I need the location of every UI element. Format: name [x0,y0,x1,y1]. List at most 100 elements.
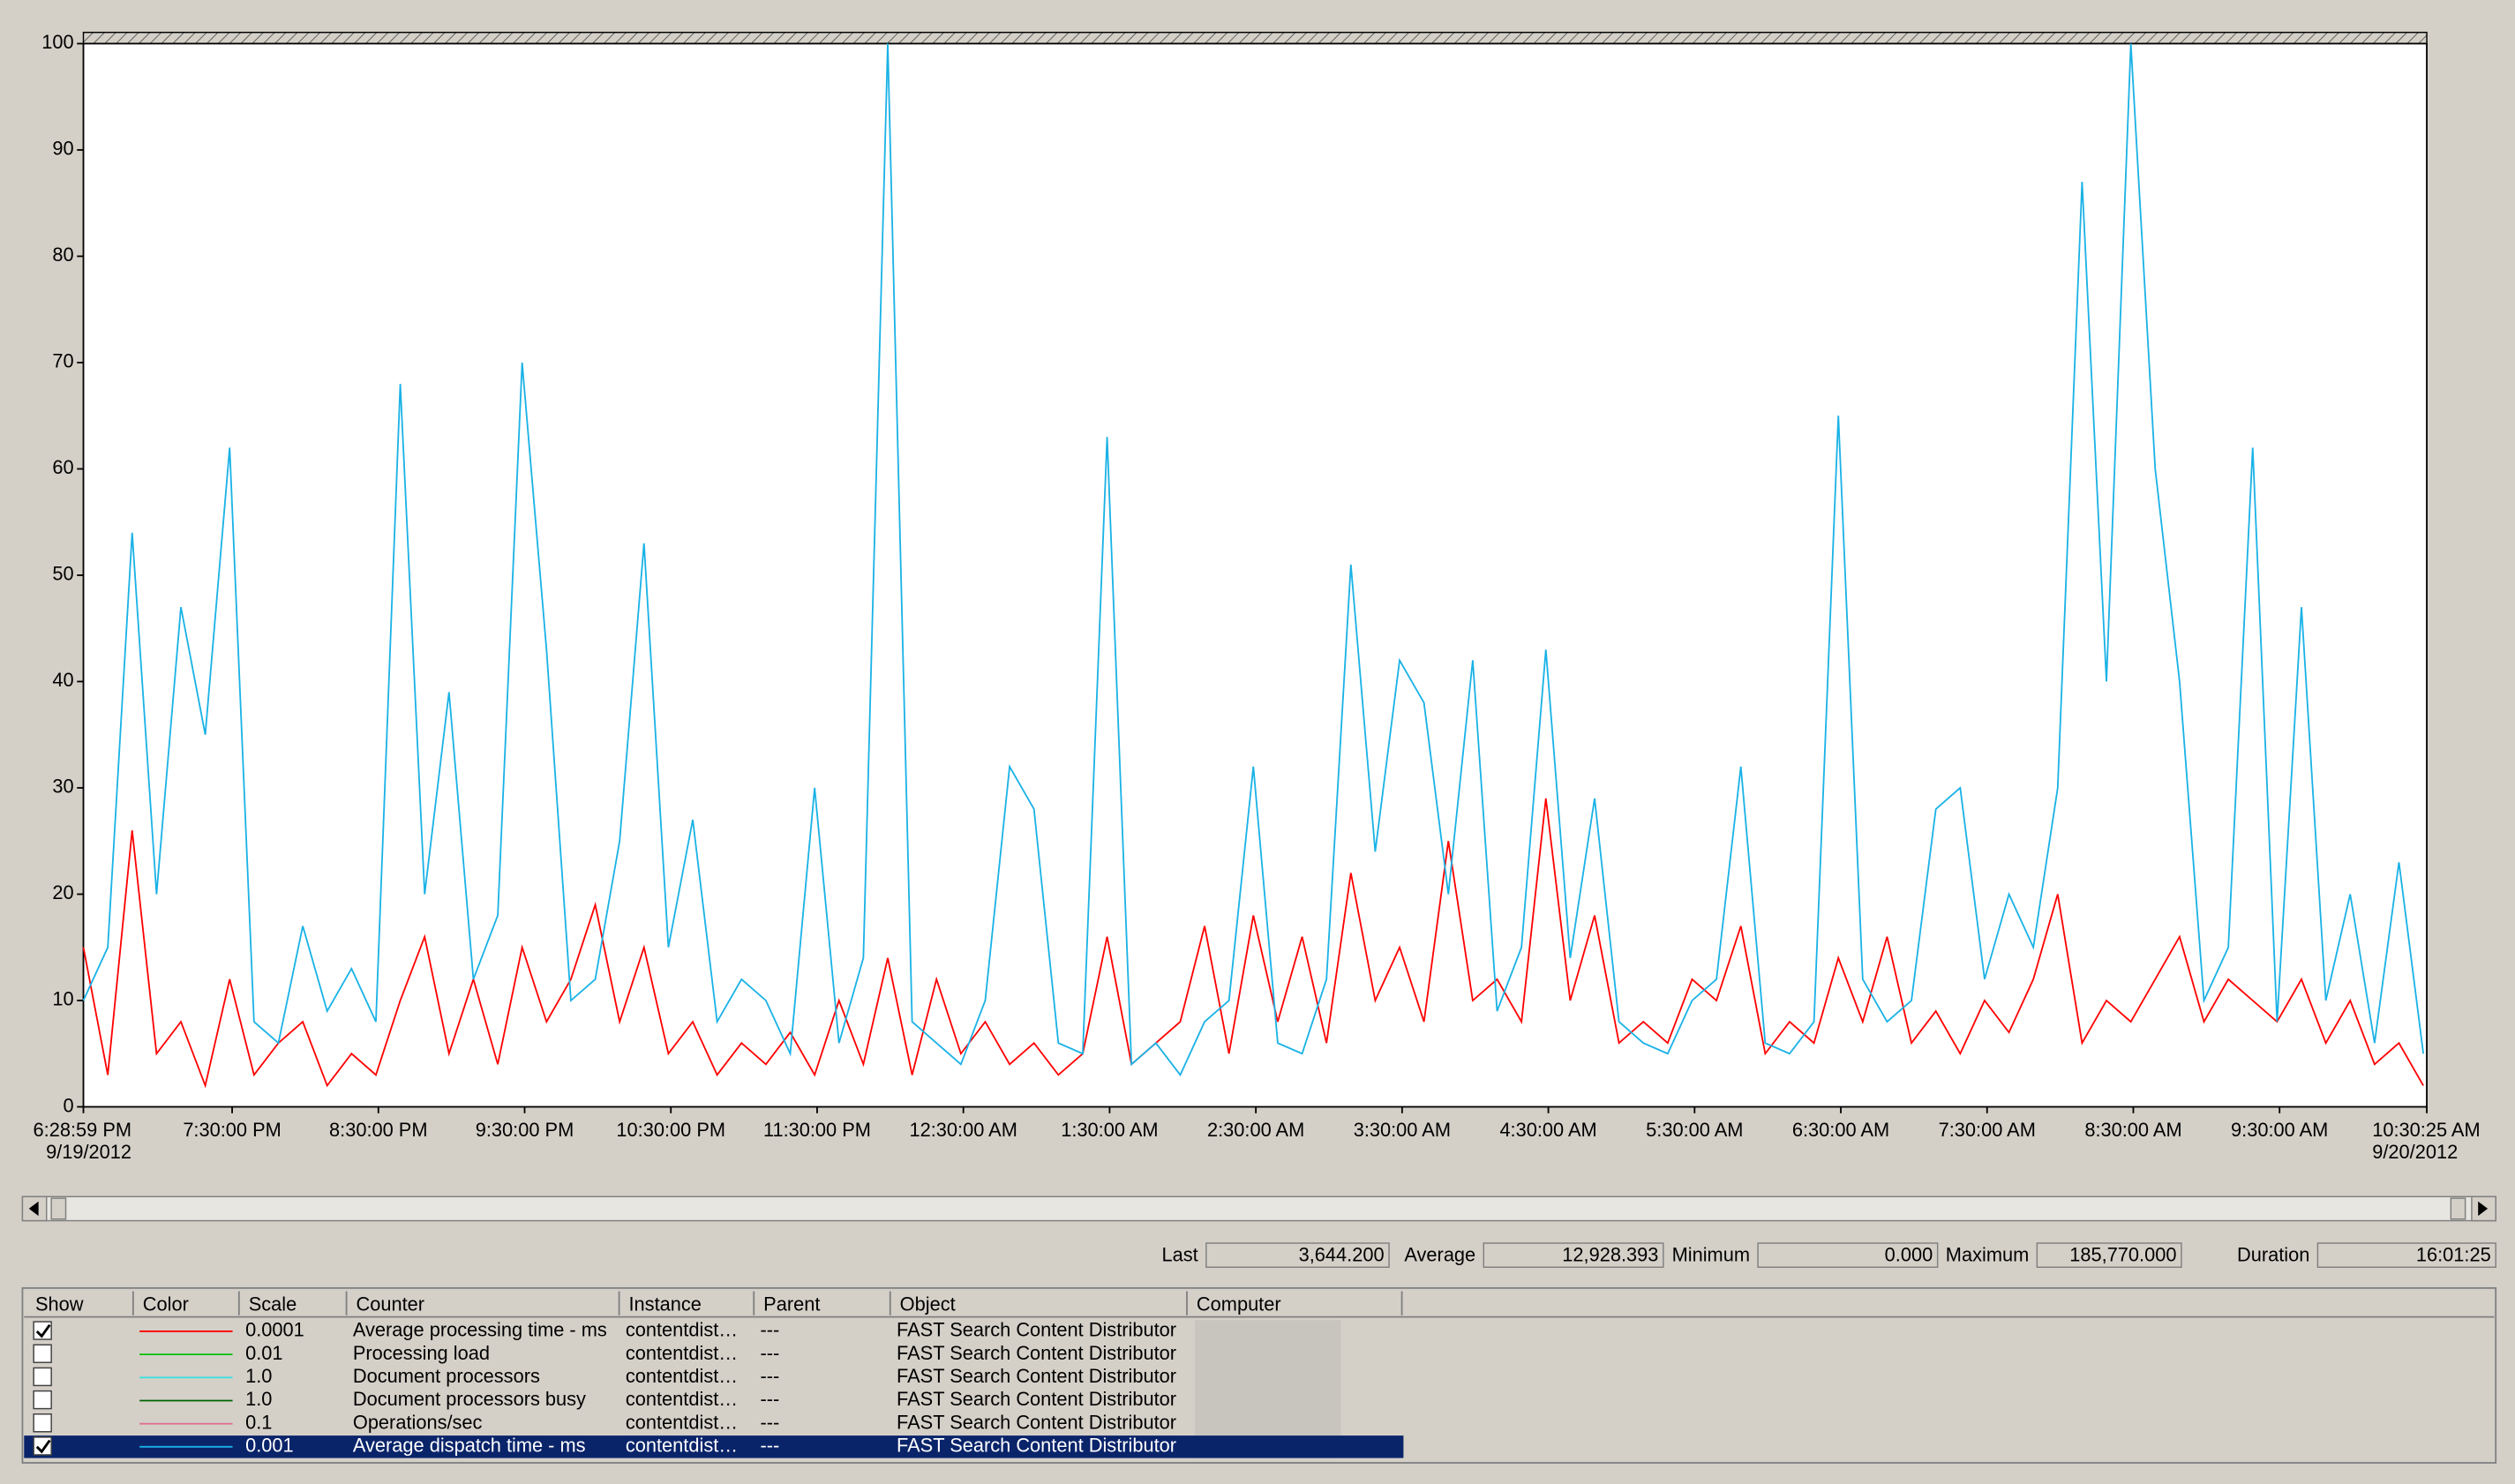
stat-label: Maximum [1946,1243,2029,1265]
cell-instance: contentdist… [626,1435,738,1457]
x-tick-label: 8:30:00 AM [2084,1119,2181,1141]
cell-parent: --- [761,1411,780,1433]
check-mark [35,1323,51,1338]
show-checkbox[interactable] [33,1367,52,1387]
cell-counter: Document processors busy [353,1388,586,1410]
cell-object: FAST Search Content Distributor [897,1411,1176,1433]
show-checkbox[interactable] [33,1321,52,1340]
x-tick-label: 2:30:00 AM [1207,1119,1304,1141]
x-tick-label: 12:30:00 AM [909,1119,1017,1141]
cell-scale: 0.001 [245,1435,294,1457]
y-tick-label: 10 [52,988,73,1010]
cell-scale: 0.1 [245,1411,272,1433]
cell-object: FAST Search Content Distributor [897,1388,1176,1410]
limit-band [82,31,2428,45]
stat-value: 0.000 [1885,1243,1933,1265]
column-header: Counter [357,1293,425,1315]
y-tick-label: 70 [52,350,73,372]
stat-box [1205,1242,1390,1268]
plot: 0 10 20 30 40 50 60 70 80 90 100 6:28:59 PM 9/19/201… [34,31,2481,1163]
stat-value: 185,770.000 [2069,1243,2176,1265]
x-tick-label: 7:30:00 PM [183,1119,281,1141]
counter-table: Show Color Scale Counter Instance Parent Objec… [21,1286,2497,1464]
x-tick-label: 7:30:00 AM [1939,1119,2036,1141]
show-checkbox[interactable] [33,1390,52,1410]
stat-label: Last [1162,1243,1198,1265]
column-header: Color [143,1293,189,1315]
cell-object: FAST Search Content Distributor [897,1435,1176,1457]
y-tick-label: 40 [52,669,73,691]
x-tick-label: 1:30:00 AM [1061,1119,1158,1141]
show-checkbox[interactable] [33,1436,52,1456]
cell-counter: Average dispatch time - ms [353,1435,586,1457]
stat-box [2316,1242,2496,1268]
plot-area [82,42,2428,1108]
column-header: Scale [249,1293,297,1315]
scrollbar[interactable] [21,1195,2496,1222]
cell-parent: --- [761,1342,780,1364]
y-tick-label: 90 [52,138,73,160]
cell-scale: 0.01 [245,1342,282,1364]
cell-parent: --- [761,1388,780,1410]
cell-parent: --- [761,1319,780,1341]
y-tick-label: 80 [52,244,73,266]
cell-counter: Operations/sec [353,1411,483,1433]
stat-label: Minimum [1672,1243,1750,1265]
cell-counter: Document processors [353,1365,540,1387]
y-tick-label: 0 [63,1094,73,1116]
stat-label: Duration [2237,1243,2309,1265]
column-header: Computer [1197,1293,1281,1315]
column-header: Show [35,1293,84,1315]
y-tick-label: 60 [52,456,73,478]
check-mark [35,1439,51,1454]
y-tick-label: 50 [52,563,73,585]
cell-scale: 0.0001 [245,1319,304,1341]
cell-instance: contentdist… [626,1365,738,1387]
x-tick-label: 8:30:00 PM [329,1119,427,1141]
show-checkbox[interactable] [33,1344,52,1363]
x-tick-label: 4:30:00 AM [1499,1119,1596,1141]
column-header: Parent [763,1293,820,1315]
x-tick-label: 5:30:00 AM [1646,1119,1743,1141]
column-header: Object [900,1293,956,1315]
cell-instance: contentdist… [626,1388,738,1410]
x-tick-label: 11:30:00 PM [763,1119,871,1141]
series-line [82,43,2425,1077]
cell-scale: 1.0 [245,1388,272,1410]
x-tick-label: 6:30:00 AM [1792,1119,1889,1141]
selected-row [24,1435,1404,1458]
cell-instance: contentdist… [626,1342,738,1364]
stat-value: 3,644.200 [1299,1243,1385,1265]
cell-instance: contentdist… [626,1411,738,1433]
x-tick-label: 3:30:00 AM [1354,1119,1451,1141]
cell-parent: --- [761,1435,780,1457]
x-tick-label: 10:30:25 AM 9/20/2012 [2372,1119,2480,1163]
column-header: Instance [629,1293,702,1315]
x-tick-label: 10:30:00 PM [616,1119,725,1141]
y-tick-label: 100 [41,31,73,53]
cell-scale: 1.0 [245,1365,272,1387]
x-tick-label: 9:30:00 PM [476,1119,574,1141]
cell-object: FAST Search Content Distributor [897,1342,1176,1364]
y-tick-label: 30 [52,776,73,798]
show-checkbox[interactable] [33,1413,52,1433]
stat-value: 12,928.393 [1562,1243,1658,1265]
cell-object: FAST Search Content Distributor [897,1319,1176,1341]
cell-parent: --- [761,1365,780,1387]
cell-counter: Processing load [353,1342,490,1364]
x-tick-label: 6:28:59 PM 9/19/2012 [34,1119,131,1163]
x-tick-label: 9:30:00 AM [2231,1119,2328,1141]
cell-object: FAST Search Content Distributor [897,1365,1176,1387]
stat-box [2036,1242,2182,1268]
cell-counter: Average processing time - ms [353,1319,607,1341]
stat-box [1483,1242,1664,1268]
stat-box [1757,1242,1939,1268]
cell-instance: contentdist… [626,1319,738,1341]
table-header [24,1291,1404,1315]
stat-label: Average [1404,1243,1475,1265]
statistics-bar: Last 3,644.200 Average 12,928.393 Minimum 0.0… [1162,1242,2496,1268]
stat-value: 16:01:25 [2416,1243,2491,1265]
y-tick-label: 20 [52,881,73,903]
